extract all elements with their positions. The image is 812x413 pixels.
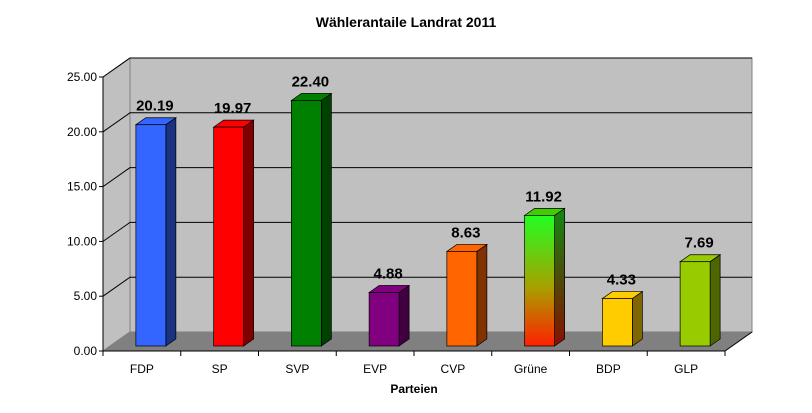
x-tick-label: SVP [285,362,309,376]
bar-side [321,92,332,347]
bar-side [476,243,488,347]
y-tick-label: 0.00 [74,344,98,358]
data-label: 20.19 [136,98,174,115]
x-tick-label: Grüne [514,362,548,376]
bar-side [632,290,643,347]
chart-title: Wählerantaile Landrat 2011 [316,14,497,30]
y-tick-label: 15.00 [67,180,97,194]
bar-evp [368,292,400,347]
bar-side [165,117,177,347]
bar-side [554,207,565,347]
bar-sp [213,126,244,347]
x-tick-label: CVP [441,362,466,376]
bar-side [398,284,410,347]
bar-side [243,119,254,347]
x-tick-label: FDP [130,362,154,376]
gridline [102,167,752,188]
x-tick-label: BDP [596,362,621,376]
side-wall [102,57,131,352]
data-label: 4.88 [374,266,403,283]
x-tick-label: GLP [674,362,698,376]
y-tick-label: 20.00 [67,125,97,139]
bar-svp [291,100,322,347]
data-label: 11.92 [525,188,562,205]
floor [101,331,754,352]
gridline [102,57,752,78]
y-tick-label: 5.00 [74,289,98,303]
data-label: 22.40 [292,73,330,90]
bar-cvp [446,251,478,347]
plot-area: 0.00 5.00 10.00 15.00 20.00 25.00 20.19 FDP 19.9… [67,57,754,376]
bar-grüne [524,215,555,347]
data-label: 7.69 [685,235,714,252]
x-tick-label: EVP [363,362,387,376]
gridline [102,112,752,133]
bar-bdp [602,298,633,347]
data-label: 8.63 [451,224,480,241]
data-label: 19.97 [214,100,252,117]
y-tick-label: 10.00 [67,234,97,248]
x-tick-label: SP [212,362,228,376]
data-label: 4.33 [607,272,636,289]
y-tick-label: 25.00 [67,70,97,84]
bar-glp [679,261,711,347]
floor-edge [724,331,753,352]
bar-fdp [135,124,167,347]
x-axis-label: Parteien [390,382,437,396]
bar-side [709,254,721,347]
